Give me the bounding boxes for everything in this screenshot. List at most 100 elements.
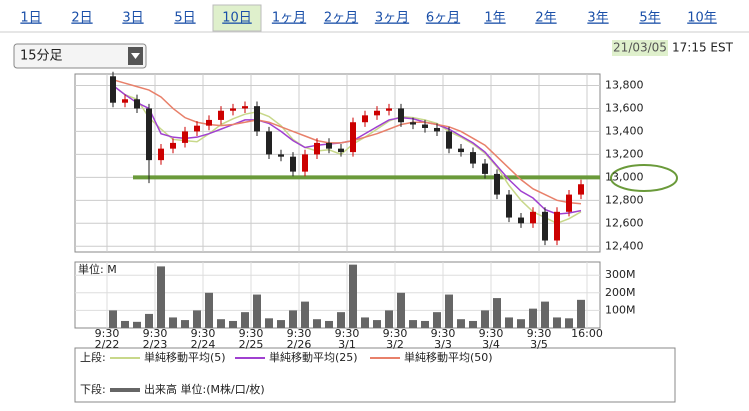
- volume-bar: [457, 319, 465, 328]
- candle-body: [242, 106, 248, 109]
- volume-bar: [469, 320, 477, 328]
- candle-body: [326, 142, 332, 149]
- volume-bar: [265, 318, 273, 328]
- tab[interactable]: 5年: [639, 11, 660, 26]
- volume-bar: [493, 298, 501, 328]
- tab[interactable]: 10年: [687, 11, 717, 26]
- volume-bar: [421, 320, 429, 328]
- x-tick-date: 3/3: [434, 338, 452, 351]
- volume-bar: [577, 299, 585, 328]
- volume-bar: [193, 310, 201, 328]
- volume-bar: [205, 292, 213, 328]
- volume-bar: [541, 301, 549, 328]
- legend-upper-label: 上段:: [80, 350, 106, 364]
- volume-bar: [145, 313, 153, 328]
- x-tick-date: 2/22: [95, 338, 120, 351]
- x-tick-label: 9:30: [143, 327, 168, 340]
- x-tick-label: 9:30: [191, 327, 216, 340]
- x-tick-date: 2/24: [191, 338, 216, 351]
- candle-body: [158, 148, 164, 161]
- tab[interactable]: 6ヶ月: [426, 11, 460, 26]
- volume-bar: [445, 294, 453, 328]
- x-tick-label: 9:30: [335, 327, 360, 340]
- candle-body: [146, 108, 152, 161]
- candle-body: [278, 154, 284, 157]
- candle-body: [110, 76, 116, 103]
- tab[interactable]: 5日: [174, 11, 195, 26]
- x-tick-date: 2/23: [143, 338, 168, 351]
- volume-bar: [253, 294, 261, 328]
- candle-body: [446, 131, 452, 149]
- tab[interactable]: 2ヶ月: [324, 11, 358, 26]
- volume-bar: [373, 320, 381, 328]
- candle-body: [494, 173, 500, 195]
- y-tick-label: 12,800: [605, 193, 644, 206]
- volume-tick-label: 100M: [605, 303, 636, 316]
- tab[interactable]: 1年: [484, 11, 505, 26]
- x-tick-label: 16:00: [571, 327, 603, 340]
- volume-bar: [277, 320, 285, 328]
- tab[interactable]: 1日: [20, 11, 41, 26]
- tab-selected-bg: [212, 4, 262, 32]
- candle-body: [122, 99, 128, 103]
- candle-body: [134, 99, 140, 109]
- highlight-ellipse: [610, 164, 678, 192]
- y-tick-label: 13,000: [605, 170, 644, 183]
- candle-body: [398, 108, 404, 123]
- volume-bar: [565, 318, 573, 328]
- candle-body: [170, 142, 176, 149]
- volume-bar: [529, 308, 537, 328]
- y-tick-label: 12,400: [605, 239, 644, 252]
- tab[interactable]: 2年: [535, 11, 556, 26]
- candle-body: [518, 217, 524, 224]
- candle-body: [338, 148, 344, 153]
- candle-body: [350, 122, 356, 153]
- x-tick-date: 3/5: [530, 338, 548, 351]
- volume-bar: [133, 321, 141, 328]
- tab[interactable]: 3日: [122, 11, 143, 26]
- candle-body: [458, 148, 464, 153]
- volume-bar: [397, 292, 405, 328]
- x-tick-label: 9:30: [527, 327, 552, 340]
- candle-body: [302, 154, 308, 172]
- volume-bar: [481, 310, 489, 328]
- x-tick-date: 2/26: [287, 338, 312, 351]
- x-tick-label: 9:30: [479, 327, 504, 340]
- volume-bar: [349, 264, 357, 328]
- x-tick-label: 9:30: [287, 327, 312, 340]
- candle-body: [206, 119, 212, 126]
- price-frame: [74, 73, 601, 253]
- candle-body: [230, 108, 236, 111]
- volume-bar: [385, 310, 393, 328]
- x-tick-label: 9:30: [383, 327, 408, 340]
- legend-label: 単純移動平均(50): [404, 350, 493, 364]
- interval-label[interactable]: 15分足: [20, 49, 63, 64]
- timestamp-date: 21/03/05: [613, 41, 667, 55]
- moving-average-line: [112, 84, 582, 225]
- candle-body: [410, 122, 416, 125]
- candle-body: [482, 163, 488, 174]
- select-arrow: [131, 53, 140, 59]
- volume-bar: [181, 320, 189, 328]
- candle-body: [470, 152, 476, 164]
- tab[interactable]: 1ヶ月: [272, 11, 306, 26]
- volume-bar: [301, 301, 309, 328]
- interval-select[interactable]: [13, 43, 147, 69]
- volume-bar: [313, 319, 321, 328]
- tab[interactable]: 3年: [587, 11, 608, 26]
- candle-body: [422, 124, 428, 128]
- x-tick-label: 9:30: [431, 327, 456, 340]
- date-highlight: [612, 40, 668, 56]
- candle-body: [386, 108, 392, 111]
- volume-bar: [241, 312, 249, 328]
- tab[interactable]: 10日: [222, 11, 252, 26]
- legend-box: [74, 347, 676, 403]
- tab[interactable]: 3ヶ月: [375, 11, 409, 26]
- volume-bar: [517, 319, 525, 328]
- legend-label: 単純移動平均(25): [269, 350, 358, 364]
- volume-bar: [229, 320, 237, 328]
- y-tick-label: 13,600: [605, 101, 644, 114]
- candle-body: [566, 194, 572, 212]
- tab[interactable]: 2日: [71, 11, 92, 26]
